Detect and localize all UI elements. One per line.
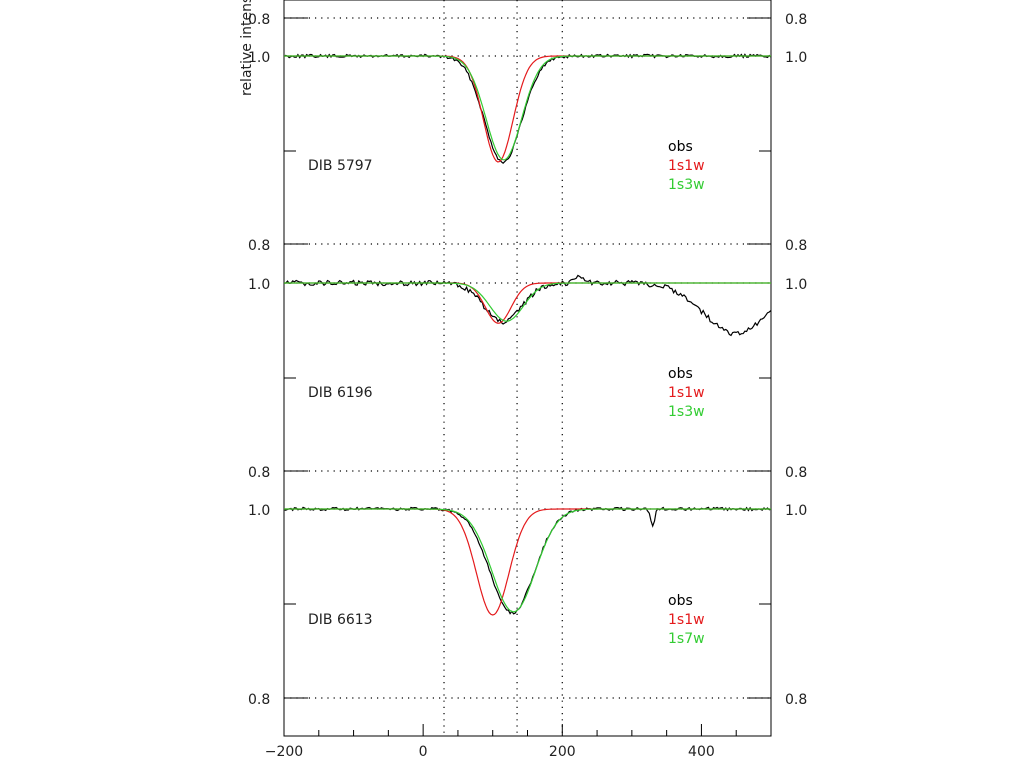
vertical-guides [443,0,563,736]
legend-entry-1s3w: 1s3w [668,404,705,420]
panel-1: DIB 5797 obs 1s1w 1s3w [283,53,772,193]
legend-entry-1s3w: 1s3w [668,177,705,193]
series-line-1s1w [284,282,771,324]
panel-label: DIB 6613 [308,612,373,628]
legend-entry-1s7w: 1s7w [668,631,705,647]
y-tick-label-right: 0.8 [785,238,807,254]
y-tick-label-left: 0.8 [248,12,270,28]
series-line-1s7w [284,508,771,613]
y-tick-label-right: 1.0 [785,50,807,66]
y-tick-label-left: 0.8 [248,465,270,481]
x-tick-label: 0 [419,744,428,760]
y-tick-label-right: 0.8 [785,465,807,481]
panel-label: DIB 5797 [308,158,373,174]
x-tick-label: 400 [688,744,715,760]
series-line-obs [283,274,772,337]
panel-label: DIB 6196 [308,385,373,401]
legend-entry-obs: obs [668,139,693,155]
legend-entry-1s1w: 1s1w [668,612,705,628]
series-line-1s1w [284,55,771,163]
y-tick-label-left: 0.8 [248,238,270,254]
y-tick-label-left: 0.8 [248,692,270,708]
legend-entry-1s1w: 1s1w [668,158,705,174]
series-line-obs [283,506,772,615]
x-axis: −200 0 200 400 [265,724,772,760]
series-line-1s3w [284,55,771,161]
panel-2: DIB 6196 obs 1s1w 1s3w [283,274,772,420]
legend-entry-obs: obs [668,593,693,609]
y-tick-label-right: 1.0 [785,503,807,519]
legend-entry-obs: obs [668,366,693,382]
y-tick-label-right: 0.8 [785,12,807,28]
y-tick-label-left: 1.0 [248,503,270,519]
series-line-1s1w [284,508,771,616]
y-tick-label-left: 1.0 [248,277,270,293]
y-tick-label-right: 0.8 [785,692,807,708]
legend-entry-1s1w: 1s1w [668,385,705,401]
x-tick-label: −200 [265,744,303,760]
y-tick-label-right: 1.0 [785,277,807,293]
panel-3: DIB 6613 obs 1s1w 1s7w [283,506,772,647]
y-axis-label: relative intensity [239,0,255,96]
x-tick-label: 200 [549,744,576,760]
y-tick-label-left: 1.0 [248,50,270,66]
series-line-1s3w [284,282,771,322]
